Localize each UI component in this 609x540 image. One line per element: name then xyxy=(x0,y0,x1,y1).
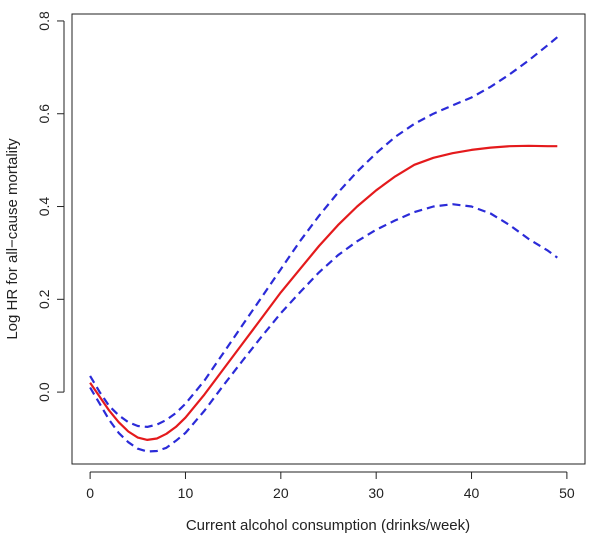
upper-ci-line xyxy=(89,36,559,428)
y-tick-label: 0.0 xyxy=(36,382,52,402)
y-tick-label: 0.2 xyxy=(36,289,52,309)
x-axis: 0 10 20 30 40 50 xyxy=(86,471,575,501)
estimate-line xyxy=(89,144,558,441)
x-tick-label: 30 xyxy=(368,485,384,501)
y-axis: 0.0 0.2 0.4 0.6 0.8 xyxy=(36,11,65,402)
plot-frame xyxy=(71,13,586,465)
x-tick-label: 40 xyxy=(464,485,480,501)
y-axis-label: Log HR for all−cause mortality xyxy=(4,138,21,340)
y-tick-label: 0.4 xyxy=(36,197,52,217)
x-tick-label: 20 xyxy=(273,485,289,501)
x-axis-label: Current alcohol consumption (drinks/week… xyxy=(186,517,470,534)
y-tick-label: 0.6 xyxy=(36,104,52,124)
x-tick-label: 0 xyxy=(86,485,94,501)
series-layer xyxy=(89,36,559,453)
y-tick-label: 0.8 xyxy=(36,11,52,31)
x-tick-label: 50 xyxy=(559,485,575,501)
lower-ci-line xyxy=(89,203,558,453)
x-tick-label: 10 xyxy=(178,485,194,501)
